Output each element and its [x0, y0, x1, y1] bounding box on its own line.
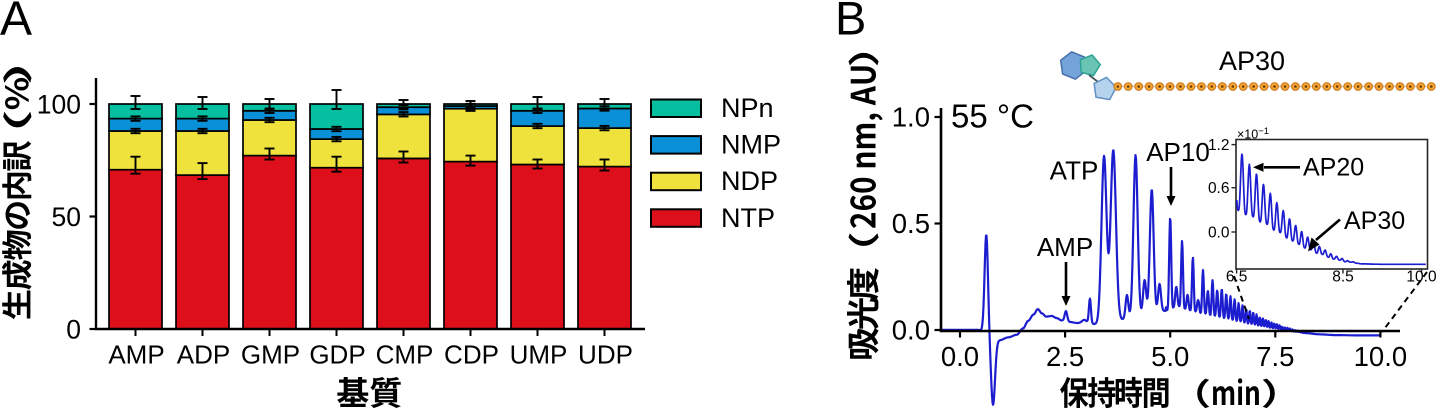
svg-text:10.0: 10.0 — [1354, 341, 1408, 372]
svg-text:NPn: NPn — [721, 93, 774, 123]
svg-text:5.0: 5.0 — [1151, 341, 1189, 372]
svg-text:0.0: 0.0 — [1208, 225, 1230, 242]
svg-text:1.0: 1.0 — [892, 102, 930, 133]
svg-text:A: A — [0, 0, 32, 45]
svg-text:ADP: ADP — [177, 340, 230, 370]
svg-text:CDP: CDP — [444, 340, 499, 370]
svg-text:AP30: AP30 — [1344, 207, 1405, 235]
svg-text:GMP: GMP — [241, 340, 300, 370]
svg-text:10.0: 10.0 — [1406, 269, 1437, 286]
svg-text:NTP: NTP — [721, 203, 775, 233]
svg-text:UMP: UMP — [510, 340, 568, 370]
svg-text:0: 0 — [66, 315, 81, 345]
svg-text:50: 50 — [52, 202, 81, 232]
svg-text:6.5: 6.5 — [1226, 269, 1248, 286]
svg-text:ATP: ATP — [1050, 156, 1099, 186]
svg-text:CMP: CMP — [376, 340, 434, 370]
svg-text:100: 100 — [37, 90, 81, 120]
svg-text:AP20: AP20 — [1303, 154, 1364, 182]
svg-text:NMP: NMP — [721, 130, 781, 160]
svg-text:GDP: GDP — [309, 340, 365, 370]
svg-text:AMP: AMP — [108, 340, 164, 370]
svg-text:UDP: UDP — [578, 340, 633, 370]
svg-text:0.0: 0.0 — [892, 315, 930, 346]
svg-text:0.0: 0.0 — [941, 341, 979, 372]
svg-text:0.6: 0.6 — [1208, 180, 1230, 197]
svg-text:55 °C: 55 °C — [951, 98, 1034, 135]
svg-text:B: B — [835, 0, 866, 44]
svg-text:AP30: AP30 — [1219, 46, 1285, 76]
svg-text:AP10: AP10 — [1146, 137, 1210, 167]
svg-text:2.5: 2.5 — [1046, 341, 1084, 372]
svg-text:8.5: 8.5 — [1332, 269, 1354, 286]
svg-text:1.2: 1.2 — [1208, 137, 1230, 154]
svg-text:7.5: 7.5 — [1256, 341, 1294, 372]
svg-text:NDP: NDP — [721, 166, 778, 196]
svg-text:0.5: 0.5 — [892, 208, 930, 239]
svg-text:AMP: AMP — [1037, 232, 1093, 262]
